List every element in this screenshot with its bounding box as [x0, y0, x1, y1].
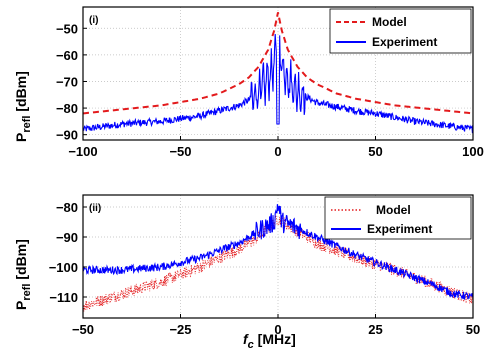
panel-i: −100 −50 0 50 100 −90 −80 −70 −60 −50 (i) Model E…	[13, 6, 484, 159]
panel-ii-legend-experiment: Experiment	[367, 222, 432, 236]
panel-i-ytick-label: −50	[56, 21, 78, 36]
panel-ii-ylabel-sub: refl	[21, 284, 33, 301]
panel-i-series	[83, 12, 473, 134]
panel-i-ytick-label: −70	[56, 74, 78, 89]
panel-i-ylabel-main: P	[13, 133, 29, 142]
panel-ii-xtick-label: −25	[169, 322, 191, 337]
panel-i-ytick-label: −80	[56, 101, 78, 116]
panel-i-legend-experiment: Experiment	[372, 35, 437, 49]
panel-ii-ylabel-main: P	[13, 301, 29, 310]
panel-ii-legend-box	[324, 196, 472, 240]
panel-ii-xlabel-main: f	[243, 331, 249, 347]
panel-ii-xtick-label: 25	[368, 322, 382, 337]
panel-ii-xlabel-unit: [MHz]	[254, 331, 296, 347]
panel-ii-ytick-label: −80	[56, 200, 78, 215]
panel-ii-model-series	[83, 214, 473, 312]
panel-i-model-series	[83, 12, 473, 115]
panel-ii-xtick-label: 0	[274, 322, 281, 337]
panel-i-ticks: −100 −50 0 50 100 −90 −80 −70 −60 −50	[56, 21, 484, 159]
panel-ii: −50 −25 0 25 50 −110 −100 −90 −80 (ii) Model Exp…	[13, 194, 481, 351]
panel-i-xtick-label: 0	[274, 144, 281, 159]
panel-ii-legend: Model Experiment	[324, 196, 472, 240]
panel-ii-ylabel-unit: [dBm]	[13, 239, 29, 283]
panel-ii-xlabel-sub: c	[248, 339, 254, 351]
panel-i-xtick-label: 100	[462, 144, 484, 159]
panel-i-ylabel-sub: refl	[21, 116, 33, 133]
panel-ii-series	[83, 204, 473, 312]
panel-ii-label: (ii)	[89, 203, 101, 214]
panel-i-ytick-label: −90	[56, 128, 78, 143]
panel-i-ylabel-unit: [dBm]	[13, 71, 29, 115]
panel-i-experiment-series	[83, 33, 473, 134]
panel-ii-ytick-label: −100	[49, 260, 78, 275]
panel-i-legend: Model Experiment	[329, 8, 472, 54]
panel-ii-ticks: −50 −25 0 25 50 −110 −100 −90 −80	[49, 200, 481, 337]
panel-ii-xtick-label: −50	[72, 322, 94, 337]
panel-ii-ytick-label: −90	[56, 230, 78, 245]
panel-i-legend-box	[329, 8, 472, 54]
panel-i-xtick-label: 50	[368, 144, 382, 159]
panel-ii-xlabel: fc [MHz]	[243, 331, 296, 351]
panel-i-label: (i)	[89, 15, 98, 26]
panel-i-ylabel: Prefl [dBm]	[13, 71, 33, 142]
panel-ii-ylabel: Prefl [dBm]	[13, 239, 33, 310]
panel-ii-legend-model: Model	[376, 203, 411, 217]
panel-i-xtick-label: −50	[169, 144, 191, 159]
panel-ii-experiment-series	[83, 204, 473, 300]
panel-ii-xtick-label: 50	[466, 322, 480, 337]
panel-i-xtick-label: −100	[68, 144, 97, 159]
panel-i-legend-model: Model	[372, 15, 407, 29]
panel-ii-ytick-label: −110	[49, 290, 78, 305]
panel-i-ytick-label: −60	[56, 48, 78, 63]
